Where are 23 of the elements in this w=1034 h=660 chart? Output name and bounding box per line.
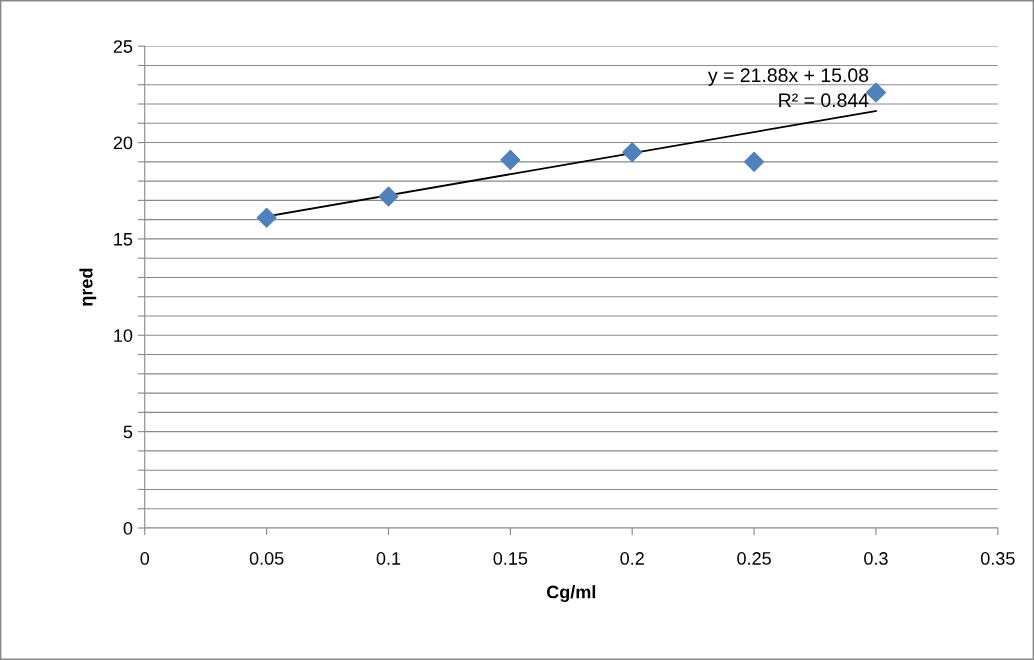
x-tick-label: 0.25 bbox=[737, 552, 771, 565]
x-tick-label: 0.1 bbox=[376, 552, 401, 565]
x-tick-label: 0.3 bbox=[864, 552, 888, 565]
x-tick-label: 0.35 bbox=[980, 552, 1015, 565]
annotation: y = 21.88x + 15.08 bbox=[707, 68, 869, 86]
x-tick-label: 0.2 bbox=[620, 552, 644, 565]
x-tick-label: 0 bbox=[140, 552, 150, 565]
y-tick-label: 5 bbox=[123, 425, 133, 439]
point bbox=[622, 142, 643, 163]
y-tick-label: 25 bbox=[113, 40, 133, 53]
annotation: R² = 0.844 bbox=[779, 93, 869, 108]
point bbox=[744, 151, 765, 172]
point bbox=[500, 149, 521, 170]
y-tick-label: 0 bbox=[123, 521, 133, 535]
y-tick-label: 15 bbox=[114, 233, 133, 246]
x-tick-label: 0.05 bbox=[249, 552, 284, 565]
x-axis-title: Cg/ml bbox=[546, 585, 596, 603]
y-tick-label: 10 bbox=[114, 329, 133, 342]
point bbox=[256, 207, 277, 228]
point bbox=[378, 186, 399, 207]
y-axis-title: ηred bbox=[79, 268, 97, 306]
y-tick-label: 20 bbox=[113, 136, 133, 150]
x-tick-label: 0.15 bbox=[493, 552, 528, 565]
